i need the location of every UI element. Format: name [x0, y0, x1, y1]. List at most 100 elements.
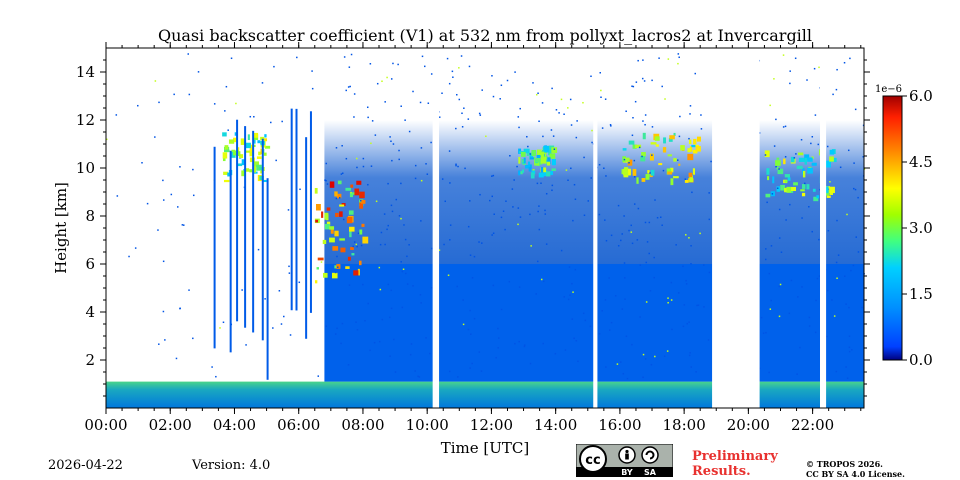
noise-dot [846, 213, 848, 216]
cirrus-cell [551, 168, 556, 172]
noise-dot [341, 322, 344, 325]
noise-dot [272, 327, 274, 329]
noise-dot [552, 135, 555, 137]
cirrus-cell [776, 186, 780, 192]
cirrus-cell [678, 163, 681, 166]
noise-dot [826, 335, 828, 338]
cirrus-cell [521, 159, 524, 164]
noise-dot [410, 343, 413, 345]
noise-dot [538, 205, 540, 207]
cirrus-cell [662, 147, 667, 153]
x-axis-label: Time [UTC] [441, 439, 530, 457]
cirrus-cell [332, 246, 339, 251]
noise-dot [764, 154, 767, 156]
noise-dot [536, 260, 539, 263]
noise-dot [479, 114, 482, 116]
noise-dot [340, 342, 342, 345]
preliminary-line1: Preliminary [692, 449, 778, 464]
noise-dot [386, 76, 388, 79]
cirrus-cell [696, 136, 702, 142]
noise-dot [778, 315, 781, 318]
noise-dot [264, 298, 266, 300]
cirrus-cell [641, 178, 646, 182]
noise-dot [600, 96, 602, 98]
noise-dot [688, 321, 690, 323]
cirrus-cell [804, 157, 807, 165]
noise-dot [106, 138, 108, 141]
cirrus-cell [349, 230, 352, 238]
noise-dot [682, 265, 684, 268]
cirrus-cell [649, 153, 654, 161]
noise-dot [800, 138, 803, 141]
profile-streaks [213, 108, 312, 380]
cirrus-cell [692, 168, 696, 175]
noise-dot [537, 92, 539, 95]
cirrus-cell [260, 136, 265, 141]
noise-dot [480, 370, 483, 372]
noise-dot [685, 283, 688, 285]
noise-dot [851, 349, 853, 351]
cirrus-cell [330, 227, 334, 234]
noise-dot [642, 59, 644, 61]
noise-dot [623, 158, 626, 161]
cirrus-cell [247, 134, 250, 141]
cirrus-cell [786, 186, 792, 193]
noise-dot [560, 98, 563, 101]
cirrus-cell [520, 171, 523, 175]
cirrus-cell [806, 184, 810, 190]
cirrus-cell [812, 188, 816, 192]
cirrus-cell [336, 264, 341, 269]
cirrus-cell [258, 151, 261, 156]
noise-dot [778, 237, 781, 239]
noise-dot [162, 199, 165, 201]
noise-dot [845, 303, 847, 305]
noise-dot [387, 224, 389, 227]
noise-dot [818, 275, 821, 277]
colorbar-tick-label: 0.0 [909, 351, 933, 369]
noise-dot [311, 87, 314, 90]
noise-dot [230, 57, 233, 60]
noise-dot [644, 114, 647, 116]
noise-dot [564, 349, 567, 351]
cirrus-cell [349, 192, 353, 198]
noise-dot [617, 204, 620, 207]
noise-dot [134, 247, 137, 249]
noise-dot [662, 169, 665, 172]
cirrus-cell [359, 202, 364, 209]
noise-dot [519, 107, 521, 110]
cirrus-cell [362, 236, 369, 244]
cirrus-cell [802, 184, 806, 189]
noise-dot [412, 285, 414, 287]
noise-dot [154, 80, 157, 82]
noise-dot [572, 219, 574, 222]
cirrus-cell [645, 174, 650, 180]
noise-dot [621, 233, 623, 235]
noise-dot [555, 109, 558, 111]
svg-text:cc: cc [585, 453, 600, 468]
noise-dot [469, 367, 471, 369]
cirrus-cell [551, 159, 556, 166]
data-gap [432, 48, 440, 408]
cirrus-cell [249, 144, 255, 152]
cirrus-region [314, 180, 369, 284]
noise-dot [213, 103, 216, 105]
cirrus-cell [528, 166, 532, 172]
noise-dot [624, 277, 626, 279]
cirrus-cell [253, 161, 259, 168]
noise-dot [400, 217, 402, 220]
noise-dot [625, 335, 628, 338]
noise-dot [653, 256, 655, 259]
noise-dot [458, 98, 461, 101]
noise-dot [288, 265, 290, 268]
noise-dot [590, 75, 592, 78]
noise-dot [192, 194, 195, 197]
noise-dot [378, 340, 381, 343]
noise-dot [426, 173, 429, 175]
noise-dot [770, 299, 772, 302]
noise-dot [646, 241, 649, 243]
cirrus-cell [688, 172, 693, 178]
cirrus-cell [797, 152, 804, 156]
cirrus-cell [518, 156, 521, 164]
noise-dot [700, 128, 703, 130]
noise-dot [590, 177, 592, 179]
